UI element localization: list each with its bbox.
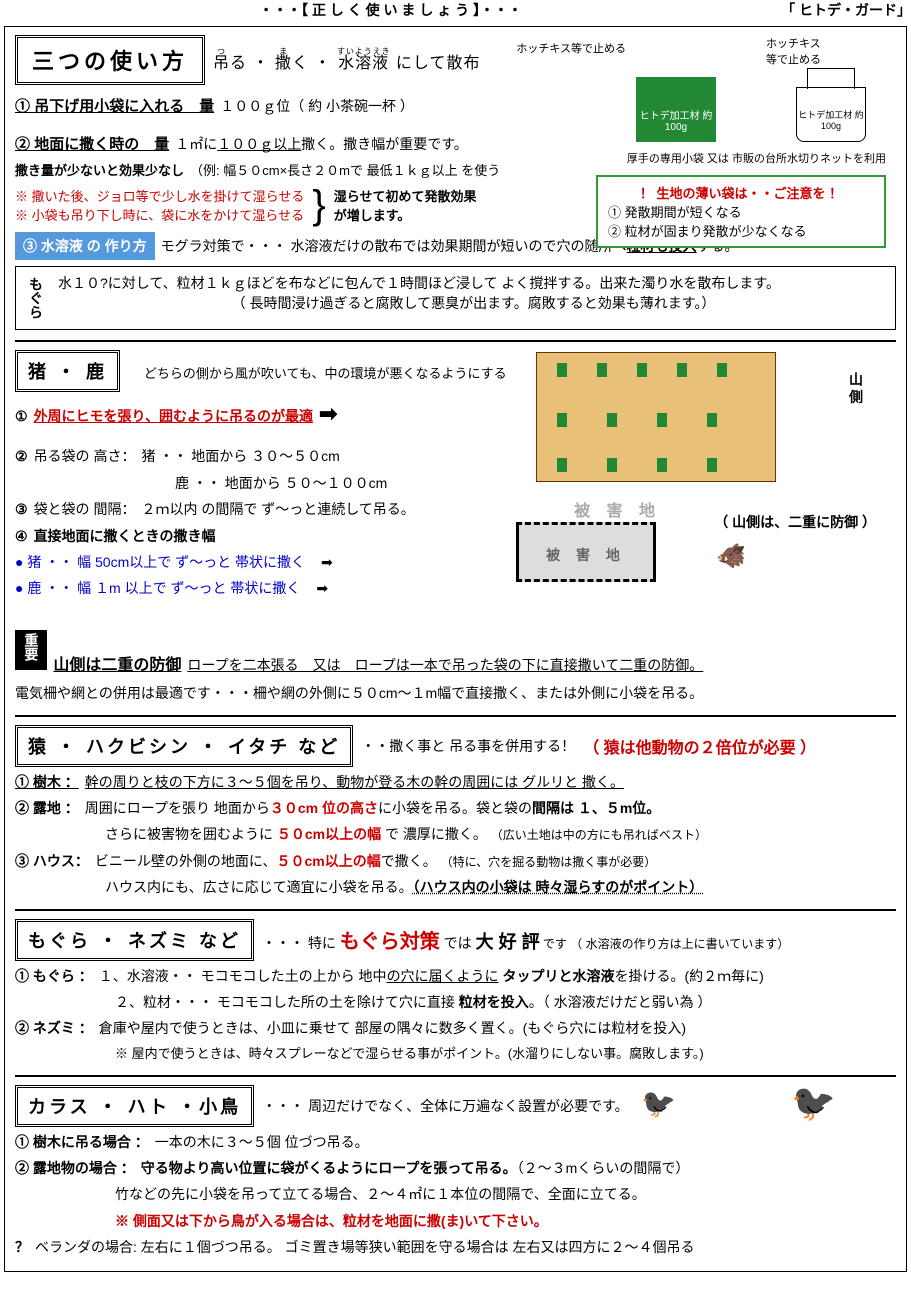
mogura-intro: ・・・ 特に もぐら対策 では 大 好 評 です （ 水溶液の作り方は上に書いて… bbox=[262, 925, 789, 954]
mogura-title: もぐら ・ ネズミ など bbox=[15, 919, 254, 961]
saru-n2-b: さらに被害物を囲むように ５０cm以上の幅 で 濃厚に撒く。 （広い土地は中の方… bbox=[105, 823, 707, 845]
saru-n1-label: ① 樹木 ： bbox=[15, 771, 79, 793]
yamagawa-note: （ 山側は、二重に防御 ） bbox=[714, 512, 876, 532]
mogura-n1-b: ２、粒材・・・ モコモコした所の土を除けて穴に直接 粒材を投入。（ 水溶液だけだ… bbox=[115, 991, 712, 1013]
step3-header: ③ 水溶液 の 作り方 bbox=[15, 232, 155, 260]
karasu-intro: ・・・ 周辺だけでなく、全体に万遍なく設置が必要です。 bbox=[262, 1096, 629, 1116]
karasu-n1-label: ① 樹木に吊る場合 ： bbox=[15, 1131, 149, 1153]
karasu-q-label: ？ bbox=[15, 1236, 29, 1258]
saru-intro-bold: （ 猿は他動物の２倍位が必要 ） bbox=[583, 734, 816, 758]
inoshika-footer: 電気柵や網との併用は最適です・・・柵や網の外側に５０cm～１m幅で直接撒く、また… bbox=[15, 682, 896, 704]
inoshika-intro: どちらの側から風が吹いても、中の環境が悪くなるようにする bbox=[144, 366, 507, 381]
brace-text-2: が増します。 bbox=[334, 205, 477, 224]
brace-text-1: 湿らせて初めて発散効果 bbox=[334, 186, 477, 205]
karasu-title: カラス ・ ハト ・小鳥 bbox=[15, 1085, 254, 1127]
step2-value: １㎡に１００ｇ以上撒く。撒き幅が重要です。 bbox=[175, 133, 468, 155]
saru-intro: ・・撒く事と 吊る事を併用する！ bbox=[361, 736, 575, 756]
inoshika-n4-b: ● 鹿 ・・ 幅 １m 以上で ず～っと 帯状に撒く➡ bbox=[15, 577, 896, 599]
karasu-n2: 守る物より高い位置に袋がくるようにロープを張って吊る。（２～３mくらいの間隔で） bbox=[141, 1157, 690, 1179]
mogura-n2: 倉庫や屋内で使うときは、小皿に乗せて 部屋の隅々に数多く置く。(もぐら穴には粒材… bbox=[99, 1017, 686, 1039]
juuyou-badge: 重要 bbox=[15, 630, 47, 670]
step1-value: １００ｇ位（ 約 小茶碗一杯 ） bbox=[220, 95, 414, 117]
inoshika-n2-b: 鹿 ・・ 地面から ５０～１００cm bbox=[175, 472, 387, 494]
mogura-n1-label: ① もぐら ： bbox=[15, 965, 93, 987]
header-center: ・・・【 正 し く 使 い ま し ょ う 】・・・ bbox=[259, 0, 522, 20]
karasu-n2-label: ② 露地物の場合 ： bbox=[15, 1157, 135, 1179]
inoshika-n3-label: 袋と袋の 間隔： bbox=[34, 498, 136, 520]
bird-icon-1: 🐦‍⬛ bbox=[641, 1087, 676, 1120]
inoshika-n1-num: ① bbox=[15, 405, 28, 427]
saru-n3: ビニール壁の外側の地面に、５０cm以上の幅で撒く。 （特に、穴を掘る動物は撒く事… bbox=[95, 850, 656, 872]
green-bag: ヒトデ加工材 約100g bbox=[636, 77, 716, 142]
inoshika-n4-a: ● 猪 ・・ 幅 50cm以上で ず～っと 帯状に撒く➡ bbox=[15, 551, 896, 573]
mogura-n1-a: １、水溶液・・ モコモコした土の上から 地中の穴に届くように タップリと水溶液を… bbox=[99, 965, 764, 987]
step2-label: ② 地面に撒く時の 量 bbox=[15, 133, 169, 157]
karasu-n1: 一本の木に３～５個 位づつ吊る。 bbox=[155, 1131, 369, 1153]
saru-n2: 周囲にロープを張り 地面から３０cm 位の高さに小袋を吊る。袋と袋の間隔は １、… bbox=[85, 797, 661, 819]
karasu-q: ベランダの場合: 左右に１個づつ吊る。 ゴミ置き場等狭い範囲を守る場合は 左右又… bbox=[35, 1236, 695, 1258]
header-right: 「 ヒトデ・ガード」 bbox=[781, 0, 911, 20]
usage-line: つ吊る ・ ま撒く ・ すいようえき水溶液 にして散布 bbox=[213, 48, 480, 73]
stapler-note-2: ホッチキス等で止める bbox=[766, 35, 826, 67]
inoshika-n4-label: 直接地面に撒くときの撒き幅 bbox=[34, 525, 216, 547]
karasu-n2-note: ※ 側面又は下から鳥が入る場合は、粒材を地面に撒(ま)いて下さい。 bbox=[115, 1210, 896, 1232]
higaichi-shadow: 被 害 地 bbox=[574, 497, 661, 521]
inoshika-n4-num: ④ bbox=[15, 525, 28, 547]
mogura-n2-note: ※ 屋内で使うときは、時々スプレーなどで湿らせる事がポイント。(水溜りにしない事… bbox=[115, 1044, 704, 1065]
inoshika-n2-a: 猪 ・・ 地面から ３０～５０cm bbox=[141, 445, 339, 467]
juuyou-rest: ロープを二本張る 又は ロープは一本で吊った袋の下に直接撒いて二重の防御。 bbox=[187, 654, 703, 676]
saru-title: 猿 ・ ハクビシン ・ イタチ など bbox=[15, 725, 353, 767]
step2-note-bold: 撒き量が少ないと効果少なし bbox=[15, 161, 184, 182]
juuyou-text: 山側は二重の防御 bbox=[53, 653, 181, 679]
saru-n3-b: ハウス内にも、広さに応じて適宜に小袋を吊る。（ハウス内の小袋は 時々湿らすのがポ… bbox=[105, 876, 703, 898]
mogura-n2-label: ② ネズミ ： bbox=[15, 1017, 93, 1039]
field-diagram bbox=[536, 352, 776, 482]
stapler-note-1: ホッチキス等で止める bbox=[516, 40, 626, 56]
saru-n1: 幹の周りと枝の下方に３～５個を吊り、動物が登る木の幹の周囲には グルリと 撒く。 bbox=[85, 771, 624, 793]
saru-n3-label: ③ ハウス： bbox=[15, 850, 89, 872]
white-bag: ヒトデ加工材 約100g bbox=[796, 87, 866, 142]
mogura-box: もぐら 水１０?に対して、粒材１ｋｇほどを布などに包んで１時間ほど浸して よく撹… bbox=[15, 266, 896, 330]
karasu-n2-b: 竹などの先に小袋を吊って立てる場合、２～４㎡に１本位の間隔で、全面に立てる。 bbox=[115, 1183, 896, 1205]
step2-x1: ※ 撒いた後、ジョロ等で少し水を掛けて湿らせる bbox=[15, 186, 304, 205]
warning-box: ！ 生地の薄い袋は・・ご注意を ！ ① 発散期間が短くなる ② 粒材が固まり発散… bbox=[596, 175, 886, 248]
yamagawa-label: 山 側 bbox=[846, 372, 866, 404]
inoshika-n3-num: ③ bbox=[15, 498, 28, 520]
bird-icon-2: 🐦‍⬛ bbox=[791, 1082, 836, 1124]
step2-x2: ※ 小袋も吊り下し時に、袋に水をかけて湿らせる bbox=[15, 205, 304, 224]
step1-label: ① 吊下げ用小袋に入れる 量 bbox=[15, 95, 214, 119]
inoshika-n1: 外周にヒモを張り、囲むように吊るのが最適 bbox=[34, 405, 313, 427]
step2-note-ex: （例: 幅５０cm×長さ２０mで 最低１ｋｇ以上 を使う bbox=[190, 161, 500, 182]
boar-icon: 🐗 bbox=[716, 542, 746, 571]
saru-n2-label: ② 露地 ： bbox=[15, 797, 79, 819]
inoshika-n3: ２ｍ以内 の間隔で ず～っと連続して吊る。 bbox=[141, 498, 414, 520]
higaichi-box: 被 害 地 bbox=[516, 522, 656, 582]
inoshika-n2-num: ② bbox=[15, 445, 28, 467]
inoshika-title: 猪 ・ 鹿 bbox=[15, 350, 120, 392]
inoshika-n2-label: 吊る袋の 高さ： bbox=[34, 445, 136, 467]
main-title: 三つの使い方 bbox=[15, 35, 205, 85]
bag-caption: 厚手の専用小袋 又は 市販の台所水切りネットを利用 bbox=[627, 150, 886, 166]
